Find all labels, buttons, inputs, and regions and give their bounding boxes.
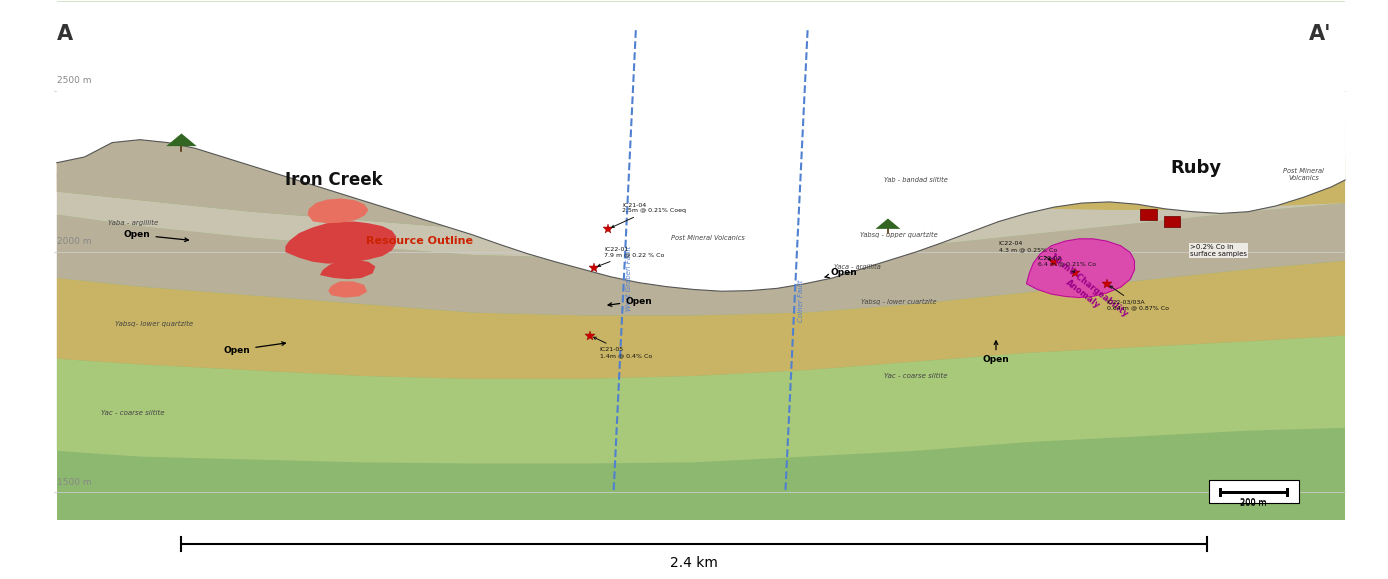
Text: Open: Open — [983, 341, 1009, 364]
Polygon shape — [329, 281, 366, 298]
Text: Open: Open — [124, 230, 189, 241]
Text: 10 mV Chargeability
Anomaly: 10 mV Chargeability Anomaly — [1042, 252, 1130, 327]
Polygon shape — [57, 140, 196, 200]
Text: Yab - bandad siltite: Yab - bandad siltite — [884, 177, 948, 183]
Text: IC21-05
1.4m @ 0.4% Co: IC21-05 1.4m @ 0.4% Co — [594, 337, 652, 358]
Bar — [1163, 216, 1180, 228]
Polygon shape — [57, 1, 1345, 520]
Polygon shape — [57, 261, 1345, 379]
Text: 200 m: 200 m — [1241, 499, 1267, 508]
Text: Ruby: Ruby — [1170, 159, 1221, 178]
Text: Yac - coarse siltite: Yac - coarse siltite — [884, 373, 948, 379]
Text: IC22-02
6.4 m @ 0.21% Co: IC22-02 6.4 m @ 0.21% Co — [1038, 256, 1095, 273]
Text: 2500 m: 2500 m — [57, 76, 92, 85]
Text: 2.4 km: 2.4 km — [670, 556, 718, 570]
Text: Coiner Fault: Coiner Fault — [798, 280, 804, 323]
Text: Open: Open — [223, 342, 286, 354]
Bar — [1140, 209, 1156, 221]
Polygon shape — [167, 133, 197, 146]
Text: Yac - coarse siltite: Yac - coarse siltite — [101, 411, 165, 416]
Text: 1500 m: 1500 m — [57, 478, 92, 486]
Polygon shape — [694, 168, 944, 232]
Text: 200 m: 200 m — [1241, 498, 1267, 507]
Polygon shape — [57, 140, 1345, 291]
Text: Iron Creek: Iron Creek — [285, 171, 383, 189]
Text: Yabsq - upper quartzite: Yabsq - upper quartzite — [861, 232, 938, 238]
Polygon shape — [57, 174, 888, 206]
Polygon shape — [57, 336, 1345, 464]
Text: A': A' — [1309, 24, 1331, 45]
Text: Open: Open — [608, 296, 652, 306]
Text: IC21-04
2.5m @ 0.21% Coeq: IC21-04 2.5m @ 0.21% Coeq — [612, 203, 686, 228]
Polygon shape — [833, 135, 1345, 189]
Text: Yabsq - lower cuartzite: Yabsq - lower cuartzite — [861, 299, 937, 305]
Polygon shape — [286, 222, 396, 263]
Text: A: A — [57, 24, 74, 45]
Text: IC22-01
7.9 m @ 0.22 % Co: IC22-01 7.9 m @ 0.22 % Co — [598, 247, 665, 266]
Text: Post Mineral
Volcanics: Post Mineral Volcanics — [1283, 168, 1324, 181]
Text: Yaba - argillite: Yaba - argillite — [108, 220, 158, 226]
Polygon shape — [1027, 239, 1134, 298]
Polygon shape — [1192, 122, 1345, 151]
Text: Resource Outline: Resource Outline — [366, 236, 473, 245]
Text: Yabsq- lower quartzite: Yabsq- lower quartzite — [115, 321, 193, 327]
Polygon shape — [57, 177, 1345, 258]
Polygon shape — [308, 199, 368, 223]
Polygon shape — [57, 203, 1345, 316]
Text: 2000 m: 2000 m — [57, 237, 92, 246]
Bar — [1209, 479, 1299, 503]
Polygon shape — [57, 1, 1345, 291]
Text: Yaca - argillita: Yaca - argillita — [834, 263, 881, 269]
Text: West Graben Fault: West Graben Fault — [626, 245, 632, 310]
Text: >0.2% Co in
surface samples: >0.2% Co in surface samples — [1190, 244, 1246, 257]
Polygon shape — [321, 259, 375, 279]
Text: Post Mineral Volcanics: Post Mineral Volcanics — [670, 234, 745, 241]
Text: IC22-04
4.3 m @ 0.25% Co: IC22-04 4.3 m @ 0.25% Co — [999, 241, 1058, 260]
Polygon shape — [1220, 157, 1345, 195]
Polygon shape — [833, 173, 1345, 210]
Polygon shape — [597, 226, 874, 273]
Text: IC22-03/03A
0.64 m @ 0.87% Co: IC22-03/03A 0.64 m @ 0.87% Co — [1106, 286, 1169, 311]
Polygon shape — [876, 218, 901, 229]
Text: Open: Open — [824, 267, 856, 278]
